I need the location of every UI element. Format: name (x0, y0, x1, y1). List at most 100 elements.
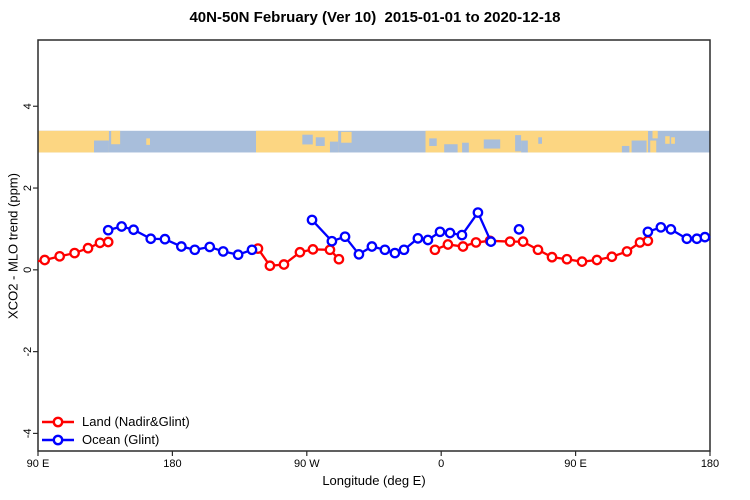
land-series-point (39, 254, 51, 266)
land-series-point (504, 236, 516, 247)
y-tick-label: -4 (22, 429, 34, 439)
y-tick-label: 0 (22, 267, 34, 273)
legend: Land (Nadir&Glint) Ocean (Glint) (41, 413, 190, 449)
map-strip-land-patch (111, 130, 121, 145)
map-strip-land-patch (665, 136, 670, 144)
land-series-point (442, 239, 454, 250)
map-strip-ocean-patch (329, 141, 339, 153)
ocean-series-point (176, 241, 187, 252)
land-series-point (69, 247, 80, 259)
land-series-point (264, 260, 276, 272)
land-series-point (294, 246, 306, 258)
land-series-point (546, 251, 558, 263)
map-strip-land (38, 130, 109, 153)
ocean-series-point (246, 244, 258, 256)
y-tick-label: 4 (22, 103, 34, 109)
map-strip-ocean-patch (521, 140, 528, 153)
land-series-point (642, 235, 654, 247)
land-series-point (333, 253, 345, 265)
ocean-series-point (232, 249, 244, 261)
land-series-point (561, 253, 573, 265)
map-strip-ocean-patch (462, 142, 469, 153)
ocean-series-point (456, 229, 468, 241)
legend-item-ocean: Ocean (Glint) (41, 431, 190, 449)
ocean-series-point (145, 233, 157, 245)
legend-item-land: Land (Nadir&Glint) (41, 413, 190, 431)
land-series-point (532, 244, 544, 256)
ocean-series-point (422, 234, 434, 246)
land-series-point (457, 241, 469, 252)
map-strip-land-patch (652, 130, 658, 139)
land-series-point (621, 246, 633, 257)
map-strip-land-patch (146, 138, 150, 145)
map-strip-land-patch (650, 140, 657, 153)
legend-label-ocean: Ocean (Glint) (82, 432, 160, 447)
legend-label-land: Land (Nadir&Glint) (82, 414, 190, 429)
ocean-series-point (681, 233, 693, 245)
map-strip-ocean-patch (538, 137, 542, 144)
land-series-point (54, 250, 66, 262)
legend-ocean-marker-icon (42, 434, 74, 446)
x-tick-label: 0 (438, 458, 444, 470)
plot-box (37, 39, 711, 452)
map-strip-ocean-patch (483, 139, 501, 149)
y-tick-label: -2 (22, 347, 34, 357)
ocean-series-point (159, 233, 171, 245)
ocean-series-point (642, 226, 654, 238)
land-series-point (517, 236, 529, 247)
map-strip-ocean-patch (315, 137, 325, 146)
map-strip-ocean-patch (631, 140, 647, 153)
ocean-series-point (398, 244, 410, 256)
x-axis-label: Longitude (deg E) (322, 473, 426, 488)
legend-land-marker-icon (42, 416, 74, 428)
land-series-point (278, 259, 290, 270)
ocean-series-point (189, 244, 201, 256)
land-series-point (82, 242, 94, 254)
x-tick-label: 90 E (564, 458, 587, 470)
x-tick-label: 180 (163, 458, 181, 470)
ocean-series-point (412, 232, 424, 244)
map-strip-land (256, 130, 339, 153)
map-strip-ocean-patch (444, 144, 458, 153)
land-series-point (429, 244, 441, 256)
map-strip-ocean-patch (302, 134, 313, 145)
ocean-series-point (204, 241, 216, 253)
land-series-point (606, 251, 618, 263)
map-strip-ocean-patch (94, 140, 109, 153)
ocean-series-point (379, 244, 391, 256)
land-series-point (576, 256, 588, 268)
map-strip-land (425, 130, 649, 153)
map-strip-ocean-patch (515, 135, 522, 152)
ocean-series-point (665, 223, 677, 235)
ocean-series-point (513, 223, 525, 235)
map-strip-land-patch (341, 131, 352, 143)
land-series-line (434, 239, 649, 263)
ocean-series-point (485, 236, 497, 247)
land-series-point (470, 237, 482, 248)
ocean-series-point (444, 227, 456, 239)
ocean-series-point (128, 224, 139, 236)
ocean-series-point (339, 231, 351, 243)
y-tick-label: 2 (22, 185, 34, 191)
ocean-series-point (389, 247, 401, 259)
chart-title: 40N-50N February (Ver 10) 2015-01-01 to … (189, 9, 561, 26)
land-series-point (591, 254, 603, 266)
x-tick-label: 180 (701, 458, 719, 470)
ocean-series-point (434, 226, 446, 238)
ocean-series-point (366, 241, 378, 252)
ocean-series-point (306, 214, 318, 226)
land-series-point (324, 244, 336, 256)
map-strip-land-patch (671, 137, 675, 144)
map-strip-ocean-patch (621, 145, 630, 153)
ocean-series-point (353, 248, 365, 260)
ocean-series-point (699, 231, 711, 243)
land-series-point (102, 236, 114, 248)
ocean-series-point (472, 207, 484, 218)
x-tick-label: 90 E (27, 458, 50, 470)
ocean-series-point (655, 221, 667, 233)
x-tick-label: 90 W (294, 458, 320, 470)
ocean-series-point (102, 224, 114, 236)
ocean-series-point (326, 235, 338, 247)
